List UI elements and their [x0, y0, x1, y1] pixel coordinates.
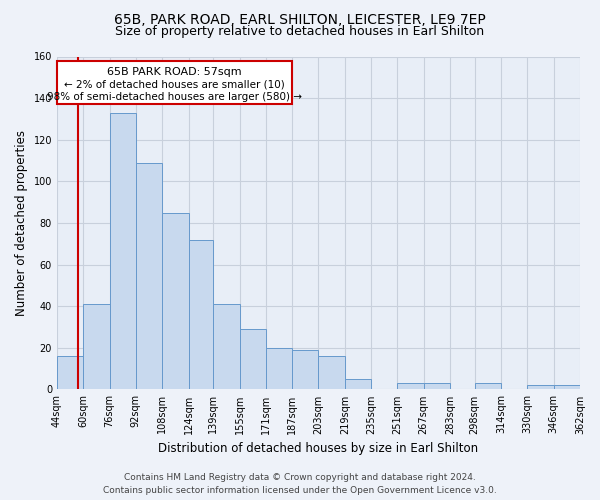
Bar	[554, 386, 580, 390]
Text: ← 2% of detached houses are smaller (10): ← 2% of detached houses are smaller (10)	[64, 80, 285, 90]
Bar	[162, 212, 188, 390]
Bar	[397, 383, 424, 390]
Text: 65B, PARK ROAD, EARL SHILTON, LEICESTER, LE9 7EP: 65B, PARK ROAD, EARL SHILTON, LEICESTER,…	[114, 12, 486, 26]
Bar	[57, 356, 83, 390]
Text: 65B PARK ROAD: 57sqm: 65B PARK ROAD: 57sqm	[107, 67, 242, 77]
Bar	[424, 383, 450, 390]
X-axis label: Distribution of detached houses by size in Earl Shilton: Distribution of detached houses by size …	[158, 442, 479, 455]
Text: Size of property relative to detached houses in Earl Shilton: Size of property relative to detached ho…	[115, 25, 485, 38]
FancyBboxPatch shape	[57, 60, 292, 104]
Bar	[136, 162, 162, 390]
Bar	[83, 304, 110, 390]
Text: Contains HM Land Registry data © Crown copyright and database right 2024.
Contai: Contains HM Land Registry data © Crown c…	[103, 474, 497, 495]
Bar	[239, 329, 266, 390]
Text: 98% of semi-detached houses are larger (580) →: 98% of semi-detached houses are larger (…	[47, 92, 302, 102]
Bar	[527, 386, 554, 390]
Bar	[266, 348, 292, 390]
Bar	[319, 356, 345, 390]
Bar	[292, 350, 319, 390]
Y-axis label: Number of detached properties: Number of detached properties	[15, 130, 28, 316]
Bar	[213, 304, 239, 390]
Bar	[188, 240, 213, 390]
Bar	[110, 112, 136, 390]
Bar	[475, 383, 501, 390]
Bar	[345, 379, 371, 390]
